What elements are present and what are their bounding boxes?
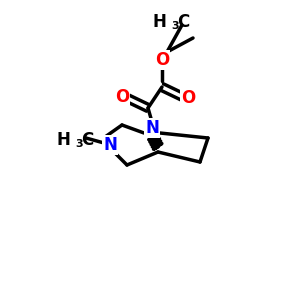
Text: N: N [103, 136, 117, 154]
Text: C: C [81, 131, 93, 149]
Text: H: H [56, 131, 70, 149]
Text: H: H [152, 13, 166, 31]
Text: O: O [115, 88, 129, 106]
Text: O: O [181, 89, 195, 107]
Text: N: N [145, 119, 159, 137]
Text: O: O [155, 51, 169, 69]
Text: 3: 3 [75, 139, 82, 149]
Text: 3: 3 [171, 21, 178, 31]
Text: C: C [177, 13, 189, 31]
